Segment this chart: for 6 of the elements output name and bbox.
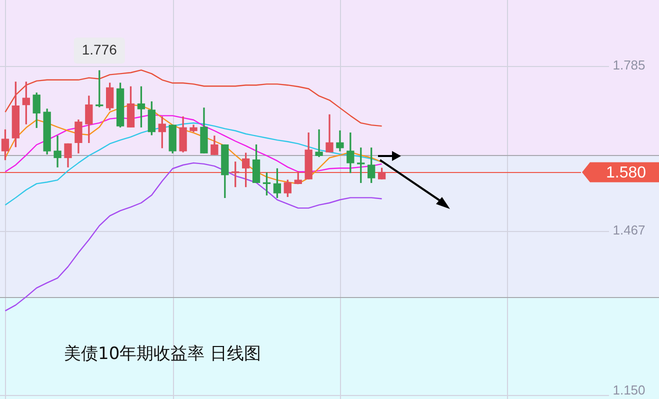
- y-tick-label: 1.150: [612, 382, 646, 398]
- annotation: 1.776: [82, 41, 118, 58]
- y-tick-label: 1.467: [612, 222, 646, 238]
- ref-line-label: 1.580: [606, 164, 646, 182]
- text: 美债10年期收益率 日线图: [64, 343, 262, 365]
- y-tick-label: 1.785: [612, 57, 646, 72]
